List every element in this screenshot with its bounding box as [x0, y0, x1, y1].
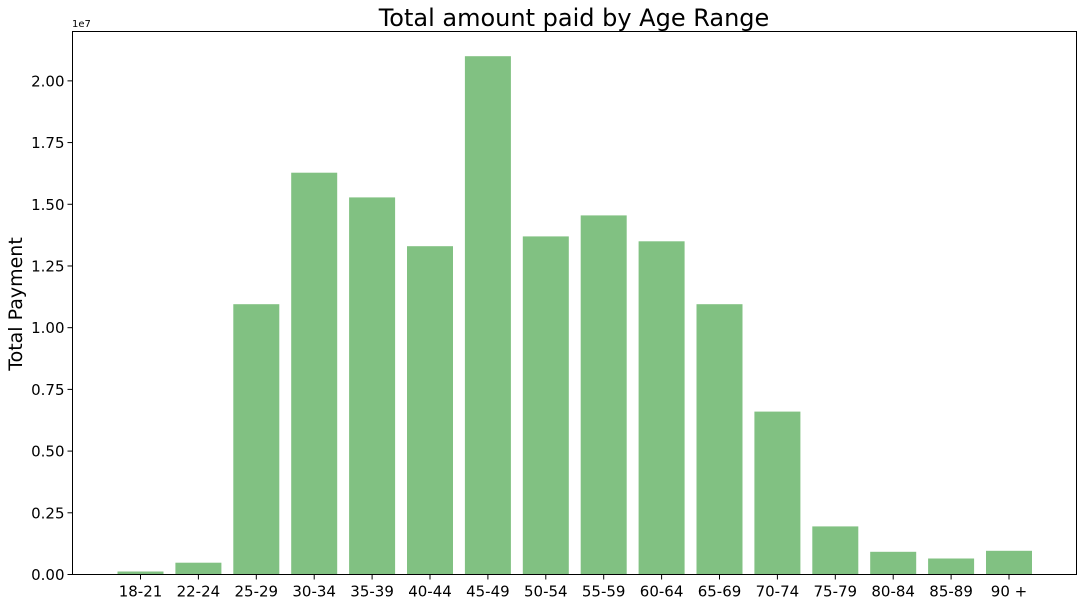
y-axis-offset-label: 1e7 [72, 19, 91, 30]
x-tick-label: 60-64 [640, 583, 684, 601]
x-tick-label: 85-89 [929, 583, 973, 601]
y-tick-label: 0.75 [31, 381, 64, 399]
bar-70-74 [754, 411, 801, 575]
bar-60-64 [638, 241, 685, 575]
y-tick-label: 1.75 [31, 134, 64, 152]
y-tick-label: 2.00 [31, 72, 64, 90]
x-tick-label: 80-84 [871, 583, 915, 601]
bar-25-29 [233, 304, 280, 575]
bars-group [117, 56, 1032, 575]
x-tick-label: 55-59 [582, 583, 626, 601]
bar-40-44 [407, 246, 453, 575]
bar-90 [986, 550, 1032, 575]
x-tick-label: 75-79 [814, 583, 858, 601]
x-tick-label: 65-69 [698, 583, 742, 601]
bar-35-39 [349, 197, 396, 575]
y-tick-label: 1.00 [31, 319, 64, 337]
x-tick-label: 70-74 [756, 583, 800, 601]
bar-45-49 [464, 56, 511, 575]
x-tick-label: 25-29 [235, 583, 279, 601]
bar-18-21 [117, 571, 164, 575]
bar-75-79 [812, 526, 859, 575]
bar-65-69 [696, 304, 743, 575]
x-tick-label: 30-34 [292, 583, 336, 601]
bar-55-59 [580, 215, 627, 575]
x-tick-label: 90 + [991, 583, 1027, 601]
y-tick-label: 0.25 [31, 504, 64, 522]
y-tick-label: 1.50 [31, 196, 64, 214]
bar-80-84 [870, 551, 917, 575]
x-tick-label: 40-44 [408, 583, 452, 601]
x-tick-label: 50-54 [524, 583, 568, 601]
x-tick-label: 18-21 [119, 583, 163, 601]
plot-frame [72, 31, 1077, 575]
x-tick-label: 45-49 [466, 583, 510, 601]
chart-title: Total amount paid by Age Range [378, 4, 770, 32]
x-tick-label: 22-24 [177, 583, 221, 601]
x-axis-ticks: 18-21 22-24 25-29 30-34 35-39 40-44 45-49 50-54… [119, 574, 1027, 601]
bar-50-54 [522, 236, 569, 575]
bar-85-89 [928, 558, 975, 575]
y-tick-label: 0.50 [31, 443, 64, 461]
x-tick-label: 35-39 [350, 583, 394, 601]
bar-30-34 [291, 172, 338, 575]
y-tick-label: 0.00 [31, 566, 64, 584]
y-axis-ticks: 0.00 0.25 0.50 0.75 1.00 1.25 1.50 1.75 2.00 [31, 72, 73, 584]
y-tick-label: 1.25 [31, 257, 64, 275]
bar-22-24 [175, 562, 222, 575]
y-axis-title: Total Payment [5, 237, 27, 372]
